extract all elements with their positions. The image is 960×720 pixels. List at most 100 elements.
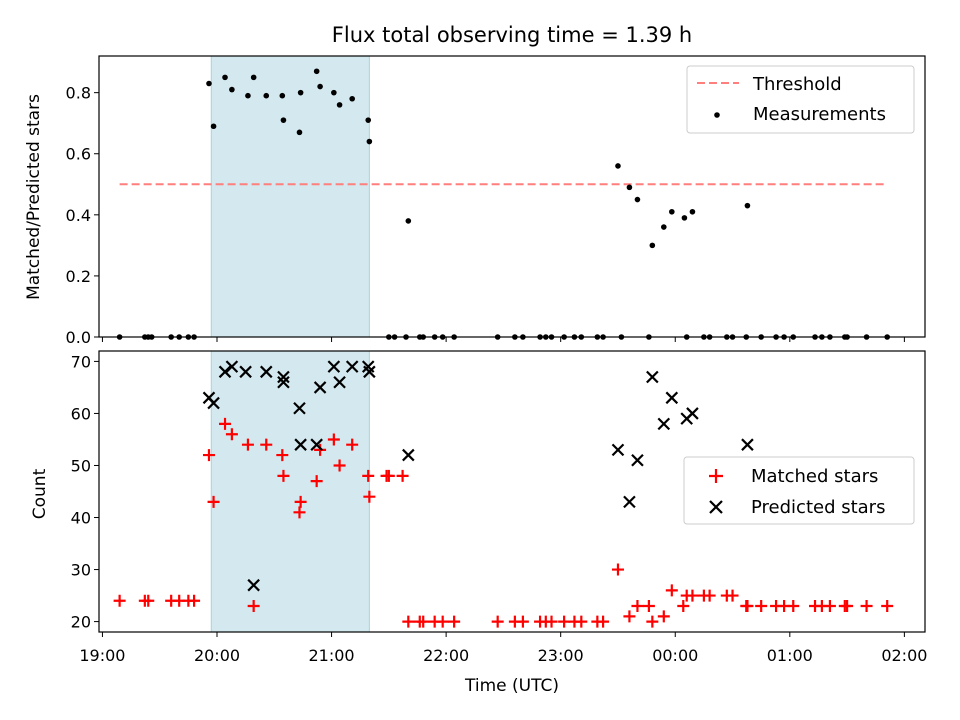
measurement-point: [229, 86, 235, 93]
ratio-y-tick-label: 0.4: [66, 206, 91, 225]
matched-star-point: [686, 589, 699, 602]
matched-star-point: [726, 589, 739, 602]
x-tick-label: 22:00: [423, 646, 469, 665]
matched-star-point: [436, 615, 449, 628]
measurement-point: [669, 208, 675, 215]
matched-star-point: [545, 615, 558, 628]
predicted-star-point: [327, 360, 341, 373]
measurement-point: [615, 163, 621, 169]
measurement-point: [250, 74, 257, 81]
predicted-star-point: [646, 370, 659, 384]
matched-star-point: [310, 475, 323, 488]
legend-matched-swatch: [709, 469, 723, 483]
measurement-point: [365, 117, 372, 123]
predicted-star-point: [402, 448, 415, 462]
legend-measurements-swatch: [714, 112, 720, 118]
measurement-point: [689, 208, 696, 215]
measurement-point: [336, 102, 343, 108]
matched-star-point: [646, 615, 659, 628]
count-legend-box: [683, 456, 915, 525]
measurement-point: [297, 89, 304, 96]
predicted-star-point: [741, 438, 754, 451]
matched-star-point: [597, 615, 610, 628]
matched-star-point: [657, 610, 670, 623]
matched-star-point: [277, 469, 290, 482]
ratio-y-tick-label: 0.2: [66, 267, 91, 286]
matched-star-point: [241, 438, 254, 451]
matched-star-point: [346, 438, 359, 451]
matched-star-point: [665, 584, 678, 597]
predicted-star-point: [345, 360, 359, 373]
ratio-panel: 0.00.20.40.60.8 Matched/Predicted stars …: [24, 55, 926, 347]
predicted-star-point: [294, 438, 307, 451]
measurement-point: [660, 224, 667, 230]
matched-star-point: [787, 599, 800, 612]
measurement-point: [245, 92, 251, 99]
predicted-star-point: [247, 578, 260, 592]
measurement-point: [331, 89, 337, 96]
predicted-star-point: [313, 381, 327, 394]
predicted-star-point: [611, 443, 625, 457]
count-plot-frame: [98, 350, 926, 633]
x-tick-label: 01:00: [767, 646, 813, 665]
matched-star-point: [113, 594, 126, 607]
count-observing-window: [210, 350, 370, 633]
matched-star-point: [677, 599, 690, 612]
matched-star-point: [823, 599, 836, 612]
measurement-point: [744, 202, 751, 209]
measurement-point: [649, 242, 656, 249]
matched-star-point: [219, 417, 232, 430]
ratio-y-tick-label: 0.8: [66, 84, 91, 103]
count-y-tick-label: 20: [71, 613, 91, 632]
legend-threshold-label: Threshold: [752, 74, 842, 95]
measurement-point: [681, 215, 688, 221]
x-tick-label: 19:00: [79, 646, 125, 665]
measurement-point: [206, 80, 212, 87]
measurement-point: [626, 184, 633, 191]
measurement-point: [317, 83, 323, 90]
measurement-point: [279, 92, 286, 99]
measurement-point: [222, 74, 228, 81]
measurement-point: [210, 123, 217, 130]
ratio-observing-window: [210, 55, 370, 338]
matched-star-point: [327, 433, 340, 446]
matched-star-point: [294, 495, 307, 508]
predicted-star-point: [623, 495, 636, 509]
matched-star-point: [881, 599, 894, 612]
matched-star-point: [207, 495, 220, 508]
predicted-star-point: [277, 370, 290, 384]
matched-star-point: [188, 594, 201, 607]
matched-star-point: [363, 490, 376, 503]
ratio-y-axis-label: Matched/Predicted stars: [24, 94, 44, 300]
x-tick-label: 20:00: [194, 646, 240, 665]
x-tick-label: 02:00: [881, 646, 927, 665]
matched-star-point: [575, 615, 588, 628]
matched-star-point: [396, 469, 409, 482]
matched-star-point: [202, 449, 215, 462]
predicted-star-point: [657, 417, 671, 431]
measurement-point: [280, 117, 287, 123]
count-y-axis-label: Count: [30, 468, 50, 519]
matched-star-point: [260, 438, 273, 451]
matched-star-point: [623, 610, 636, 623]
matched-star-point: [142, 594, 155, 607]
x-axis-label: Time (UTC): [464, 676, 559, 696]
matched-star-point: [516, 615, 529, 628]
measurement-point: [296, 129, 303, 136]
count-y-tick-label: 50: [71, 456, 91, 475]
count-legend: Matched stars Predicted stars: [683, 456, 915, 525]
matched-star-point: [631, 599, 644, 612]
matched-star-point: [558, 615, 571, 628]
predicted-star-point: [239, 365, 252, 379]
count-y-tick-label: 70: [71, 352, 91, 371]
predicted-star-point: [333, 375, 346, 389]
matched-star-point: [755, 599, 768, 612]
matched-star-point: [860, 599, 873, 612]
matched-star-point: [362, 469, 375, 482]
matched-star-point: [276, 449, 289, 462]
ratio-legend-box: [686, 65, 915, 134]
measurement-point: [349, 95, 355, 102]
measurement-point: [313, 68, 320, 75]
count-panel: 20 30 40 50 60 70 19:00 20:00 21:00 22:00 23:00 00…: [30, 350, 927, 696]
